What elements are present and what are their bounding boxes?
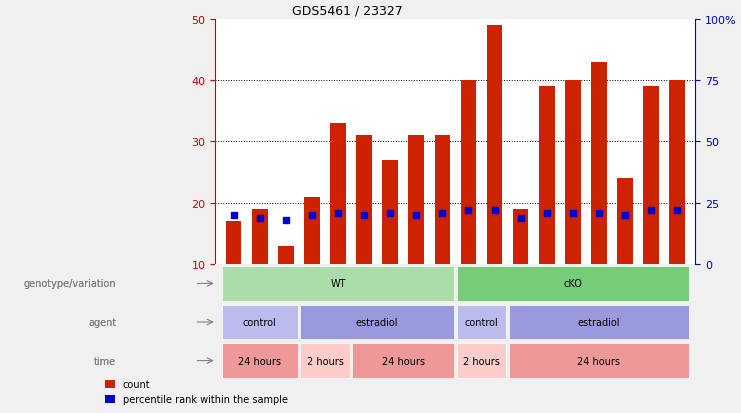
FancyBboxPatch shape bbox=[300, 305, 454, 339]
Text: 24 hours: 24 hours bbox=[239, 356, 282, 366]
Text: control: control bbox=[465, 317, 499, 327]
Bar bbox=[434, 136, 451, 264]
FancyBboxPatch shape bbox=[456, 266, 689, 301]
FancyBboxPatch shape bbox=[222, 343, 298, 378]
Bar bbox=[252, 209, 268, 264]
FancyBboxPatch shape bbox=[456, 343, 506, 378]
Text: control: control bbox=[243, 317, 276, 327]
Text: time: time bbox=[94, 356, 116, 366]
Bar bbox=[382, 161, 398, 264]
Bar bbox=[356, 136, 372, 264]
Bar bbox=[226, 222, 242, 264]
Bar bbox=[304, 197, 320, 264]
Text: agent: agent bbox=[88, 317, 116, 327]
Bar bbox=[539, 87, 554, 264]
Text: 2 hours: 2 hours bbox=[307, 356, 343, 366]
Bar bbox=[643, 87, 659, 264]
Text: GDS5461 / 23327: GDS5461 / 23327 bbox=[292, 4, 403, 17]
FancyBboxPatch shape bbox=[353, 343, 454, 378]
Text: 24 hours: 24 hours bbox=[382, 356, 425, 366]
Legend: count, percentile rank within the sample: count, percentile rank within the sample bbox=[102, 375, 291, 408]
FancyBboxPatch shape bbox=[222, 266, 454, 301]
Text: time: time bbox=[94, 356, 116, 366]
FancyBboxPatch shape bbox=[300, 343, 350, 378]
Text: agent: agent bbox=[88, 317, 116, 327]
FancyBboxPatch shape bbox=[509, 343, 689, 378]
FancyBboxPatch shape bbox=[222, 305, 298, 339]
Text: 24 hours: 24 hours bbox=[577, 356, 620, 366]
Bar bbox=[565, 81, 581, 264]
Bar bbox=[408, 136, 424, 264]
Text: estradiol: estradiol bbox=[578, 317, 620, 327]
Text: cKO: cKO bbox=[563, 279, 582, 289]
Text: genotype/variation: genotype/variation bbox=[24, 279, 116, 289]
Bar bbox=[669, 81, 685, 264]
Bar bbox=[591, 62, 607, 264]
Text: 2 hours: 2 hours bbox=[463, 356, 500, 366]
Bar bbox=[330, 124, 346, 264]
Bar bbox=[513, 209, 528, 264]
Text: estradiol: estradiol bbox=[356, 317, 399, 327]
Bar bbox=[617, 179, 633, 264]
FancyBboxPatch shape bbox=[456, 305, 506, 339]
Text: WT: WT bbox=[330, 279, 346, 289]
Bar bbox=[461, 81, 476, 264]
FancyBboxPatch shape bbox=[509, 305, 689, 339]
Text: genotype/variation: genotype/variation bbox=[24, 279, 116, 289]
Bar bbox=[278, 246, 293, 264]
Bar bbox=[487, 26, 502, 264]
